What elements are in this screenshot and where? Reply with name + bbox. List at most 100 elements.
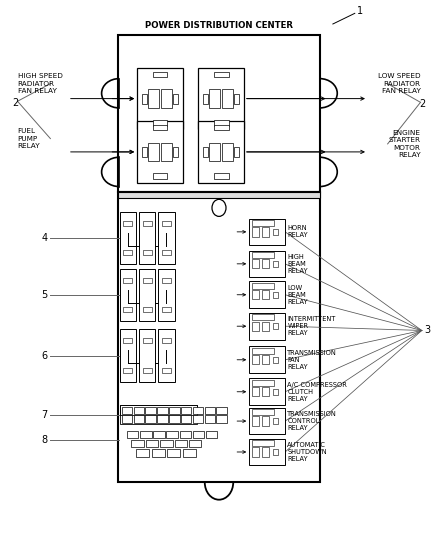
Text: 3: 3 [424, 326, 430, 335]
Bar [249, 251, 285, 277]
Text: 4: 4 [41, 233, 47, 243]
Bar [127, 431, 138, 438]
Bar [214, 173, 229, 179]
Bar [152, 120, 167, 126]
Text: TRANSMISSION
CONTROL
RELAY: TRANSMISSION CONTROL RELAY [287, 411, 337, 431]
Bar [205, 407, 215, 414]
Bar [181, 407, 191, 414]
Bar [249, 346, 285, 373]
Bar [162, 278, 171, 282]
Text: HIGH SPEED
RADIATOR
FAN RELAY: HIGH SPEED RADIATOR FAN RELAY [18, 74, 62, 94]
Text: AUTOMATIC
SHUTDOWN
RELAY: AUTOMATIC SHUTDOWN RELAY [287, 442, 327, 462]
Bar [181, 415, 191, 423]
Bar [252, 447, 259, 457]
Bar [136, 449, 149, 457]
Bar [118, 192, 320, 198]
Bar [169, 415, 180, 423]
Bar [272, 389, 278, 394]
Bar [143, 278, 152, 282]
Bar [209, 143, 220, 161]
Bar [272, 292, 278, 297]
Bar [142, 94, 147, 103]
Bar [262, 387, 269, 397]
Bar [262, 447, 269, 457]
Bar [252, 355, 259, 365]
Bar [161, 90, 172, 108]
Bar [158, 269, 175, 321]
Bar [204, 147, 208, 157]
Bar [249, 408, 285, 434]
Bar [134, 415, 144, 423]
Bar [216, 407, 227, 414]
Bar [166, 431, 178, 438]
Bar [148, 90, 159, 108]
Bar [262, 416, 269, 426]
Text: A/C COMPRESSOR
CLUTCH
RELAY: A/C COMPRESSOR CLUTCH RELAY [287, 382, 347, 402]
Bar [122, 407, 132, 414]
Bar [272, 357, 278, 362]
Bar [183, 449, 196, 457]
Bar [162, 368, 171, 373]
Bar [143, 251, 152, 255]
Bar [234, 94, 239, 103]
Bar [206, 431, 217, 438]
Bar [249, 313, 285, 340]
Bar [272, 418, 278, 424]
Bar [252, 321, 259, 331]
Bar [137, 68, 183, 130]
Bar [143, 368, 152, 373]
Bar [145, 407, 156, 414]
Bar [252, 220, 274, 226]
Bar [249, 281, 285, 308]
Bar [131, 440, 144, 447]
Bar [262, 355, 269, 365]
Bar [143, 307, 152, 312]
Text: 8: 8 [41, 435, 47, 445]
Bar [252, 379, 274, 386]
Bar [152, 71, 167, 77]
Text: FUEL
PUMP
RELAY: FUEL PUMP RELAY [18, 128, 40, 149]
Text: 1: 1 [357, 6, 363, 15]
Bar [193, 431, 204, 438]
Bar [189, 440, 201, 447]
Bar [252, 252, 274, 257]
Bar [262, 321, 269, 331]
Bar [134, 407, 144, 414]
Bar [162, 251, 171, 255]
Bar [161, 143, 172, 161]
Bar [173, 94, 177, 103]
Text: TRANSMISSION
FAN
RELAY: TRANSMISSION FAN RELAY [287, 350, 337, 370]
Bar [169, 407, 180, 414]
Bar [262, 227, 269, 237]
Bar [157, 415, 168, 423]
Bar [252, 440, 274, 446]
Bar [209, 90, 220, 108]
Bar [120, 405, 197, 415]
Bar [158, 329, 175, 382]
Bar [120, 405, 197, 424]
Bar [193, 407, 203, 414]
Bar [122, 415, 132, 423]
Bar [120, 269, 136, 321]
Bar [272, 449, 278, 455]
Text: 5: 5 [41, 290, 47, 300]
Bar [205, 415, 215, 423]
Bar [272, 229, 278, 235]
Bar [142, 147, 147, 157]
Bar [143, 221, 152, 226]
Bar [139, 329, 155, 382]
Bar [124, 368, 132, 373]
Text: 6: 6 [41, 351, 47, 360]
Text: HIGH
BEAM
RELAY: HIGH BEAM RELAY [287, 254, 308, 274]
Bar [139, 269, 155, 321]
Bar [193, 415, 203, 423]
Circle shape [212, 199, 226, 216]
Bar [152, 449, 165, 457]
Bar [198, 122, 244, 182]
Bar [223, 143, 233, 161]
Text: 2: 2 [420, 99, 426, 109]
Bar [157, 407, 168, 414]
Bar [214, 120, 229, 126]
Bar [124, 338, 132, 343]
Bar [272, 324, 278, 329]
